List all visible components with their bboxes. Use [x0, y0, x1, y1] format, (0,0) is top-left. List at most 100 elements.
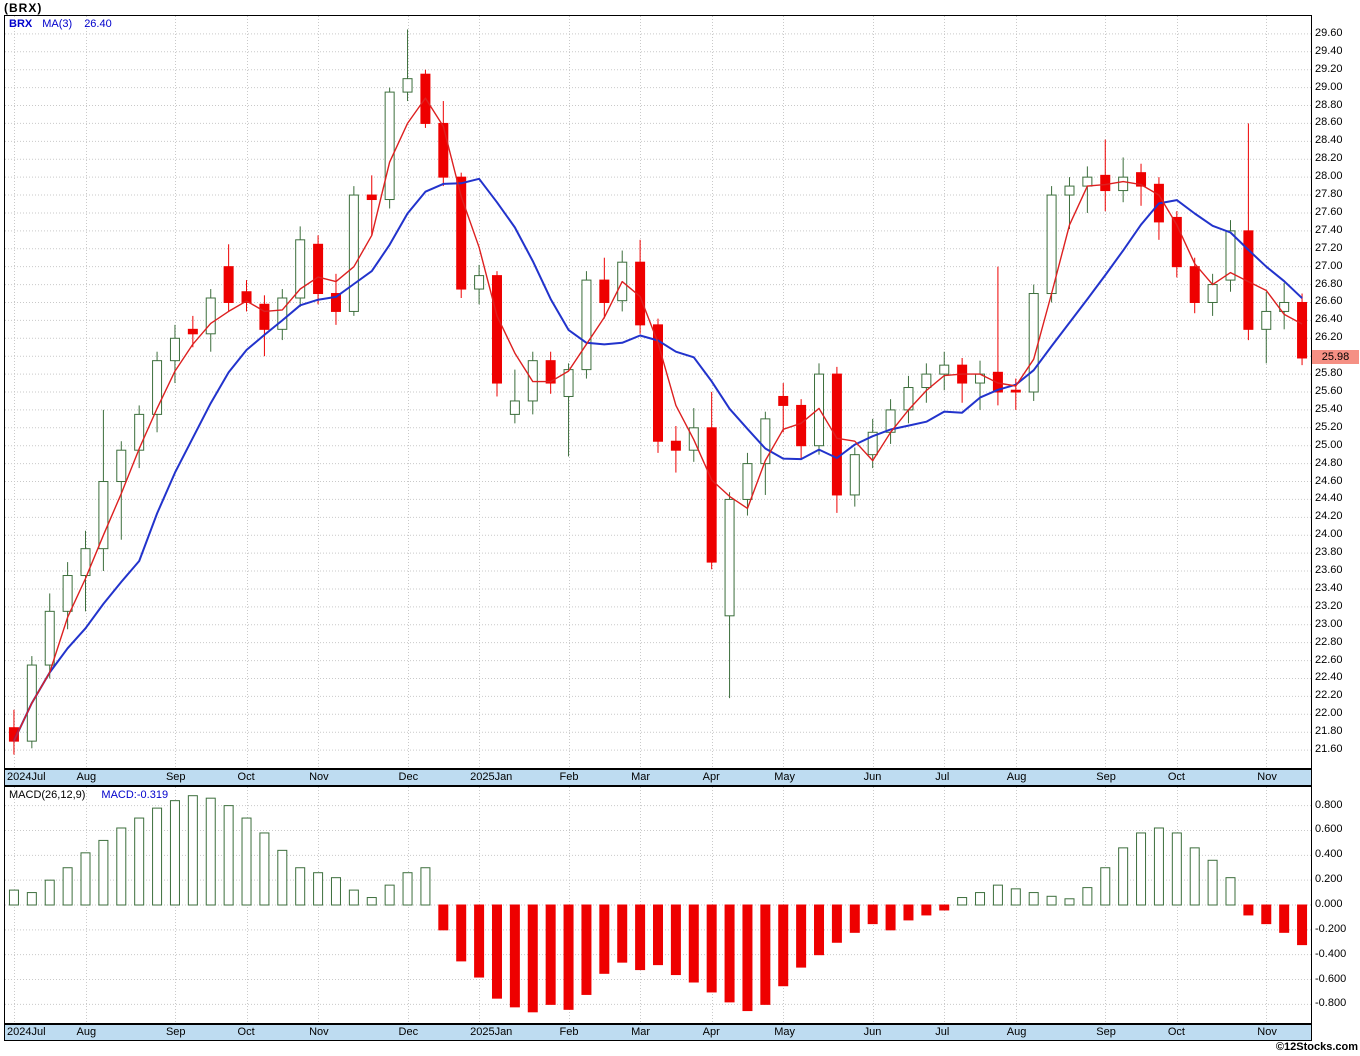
- candle-up: [867, 431, 878, 456]
- candle-down: [259, 303, 270, 330]
- macd-bar-positive: [1189, 847, 1200, 906]
- macd-bar-negative: [1261, 904, 1272, 925]
- candle-down: [796, 404, 807, 447]
- candle-up: [760, 418, 771, 465]
- macd-bar-negative: [903, 904, 914, 921]
- month-label: Apr: [702, 771, 720, 783]
- price-tick-label: 27.20: [1315, 241, 1343, 254]
- candle-down: [1189, 266, 1200, 303]
- candle-down: [456, 176, 467, 290]
- price-tick-label: 24.20: [1315, 510, 1343, 523]
- month-label: Mar: [631, 1026, 651, 1038]
- month-label: Jun: [863, 771, 882, 783]
- macd-tick-label: 0.800: [1315, 798, 1343, 811]
- month-label: Nov: [1257, 1026, 1277, 1038]
- macd-bar-negative: [1297, 904, 1308, 946]
- date-axis-top: 2024Jul Aug Sep Oct Nov Dec 2025Jan Feb Mar Apr Ma…: [4, 769, 1312, 786]
- candle-down: [1136, 172, 1147, 187]
- price-chart-panel: BRX MA(3) 26.40: [4, 15, 1312, 769]
- price-tick-label: 22.00: [1315, 707, 1343, 720]
- macd-bar-positive: [26, 892, 37, 906]
- price-tick-label: 22.60: [1315, 653, 1343, 666]
- candle-up: [563, 369, 574, 397]
- macd-bar-positive: [277, 849, 288, 906]
- candle-up: [152, 360, 163, 415]
- macd-bar-negative: [527, 904, 538, 1013]
- macd-bar-positive: [992, 884, 1003, 906]
- candle-up: [169, 337, 180, 362]
- candle-down: [438, 122, 449, 178]
- price-tick-label: 25.20: [1315, 420, 1343, 433]
- candle-up: [1225, 230, 1236, 281]
- macd-bar-positive: [62, 867, 73, 906]
- price-tick-label: 25.60: [1315, 385, 1343, 397]
- macd-bar-negative: [724, 904, 735, 1003]
- month-label: 2024Jul: [7, 771, 46, 783]
- month-label: 2024Jul: [7, 1026, 46, 1038]
- macd-bar-negative: [635, 904, 646, 971]
- macd-bar-positive: [152, 807, 163, 906]
- macd-bar-positive: [1171, 832, 1182, 906]
- price-tick-label: 28.40: [1315, 134, 1343, 147]
- price-tick-label: 27.40: [1315, 223, 1343, 236]
- macd-bar-positive: [1225, 877, 1236, 906]
- macd-bar-positive: [366, 897, 377, 906]
- macd-bar-negative: [688, 904, 699, 983]
- candle-down: [491, 275, 502, 384]
- legend-ma-label: MA(3): [42, 18, 73, 30]
- month-label: Oct: [237, 771, 255, 783]
- candle-down: [706, 427, 717, 563]
- candle-up: [724, 498, 735, 617]
- month-label: Apr: [702, 1026, 720, 1038]
- candle-down: [313, 243, 324, 295]
- candle-up: [1082, 176, 1093, 187]
- macd-bar-positive: [259, 832, 270, 906]
- candle-up: [134, 413, 145, 451]
- month-label: Sep: [1096, 771, 1116, 783]
- month-label: Aug: [1006, 1026, 1027, 1038]
- macd-bar-negative: [509, 904, 520, 1008]
- macd-tick-label: 0.000: [1315, 898, 1343, 910]
- macd-bar-positive: [205, 797, 216, 906]
- month-label: Dec: [398, 1026, 419, 1038]
- macd-bar-negative: [563, 904, 574, 1010]
- macd-legend: MACD(26,12,9) MACD:-0.319: [9, 789, 168, 801]
- candle-up: [62, 575, 73, 612]
- candle-up: [1261, 310, 1272, 330]
- price-tick-label: 21.80: [1315, 725, 1343, 738]
- macd-bar-positive: [1010, 888, 1021, 906]
- macd-bar-negative: [581, 904, 592, 995]
- legend-ma-value: 26.40: [84, 18, 112, 30]
- month-label: Feb: [559, 771, 579, 783]
- candle-up: [402, 78, 413, 93]
- macd-bar-negative: [438, 904, 449, 931]
- macd-bar-negative: [491, 904, 502, 999]
- price-tick-label: 26.40: [1315, 313, 1343, 326]
- date-axis-bottom: 2024Jul Aug Sep Oct Nov Dec 2025Jan Feb Mar Apr Ma…: [4, 1024, 1312, 1041]
- macd-bar-negative: [653, 904, 663, 966]
- candle-down: [366, 194, 377, 201]
- candle-up: [384, 91, 395, 201]
- month-label: Jul: [935, 1026, 950, 1038]
- month-label: Sep: [165, 1026, 186, 1038]
- candle-down: [778, 395, 789, 406]
- macd-tick-label: -0.600: [1315, 972, 1347, 985]
- price-tick-label: 29.60: [1315, 26, 1343, 39]
- macd-bar-negative: [778, 904, 789, 987]
- candle-up: [474, 275, 485, 290]
- month-label: Oct: [1167, 771, 1185, 783]
- macd-bar-positive: [295, 867, 306, 906]
- price-tick-label: 24.00: [1315, 528, 1343, 541]
- candle-up: [1118, 176, 1129, 192]
- month-label: Aug: [1006, 771, 1027, 783]
- page-title: (BRX): [4, 1, 43, 15]
- macd-bar-positive: [1082, 887, 1093, 906]
- macd-bar-positive: [420, 867, 431, 906]
- candle-up: [1064, 185, 1075, 196]
- price-tick-label: 22.80: [1315, 635, 1343, 648]
- macd-bar-negative: [670, 904, 681, 976]
- candle-up: [295, 239, 306, 299]
- candle-up: [939, 364, 950, 375]
- macd-bar-negative: [921, 904, 932, 916]
- candle-up: [581, 279, 592, 371]
